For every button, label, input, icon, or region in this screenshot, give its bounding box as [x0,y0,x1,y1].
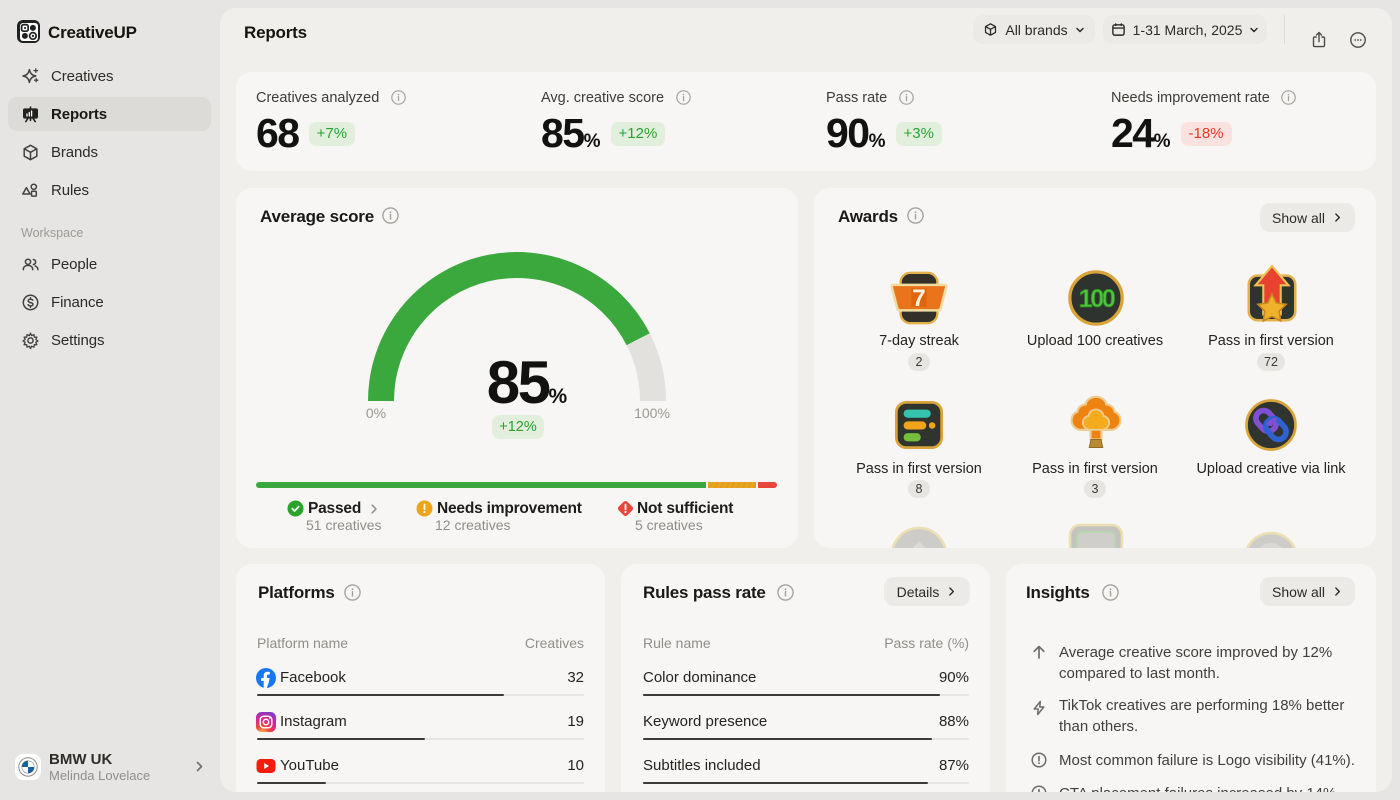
svg-text:100: 100 [1079,285,1115,313]
svg-text:7: 7 [912,285,925,312]
